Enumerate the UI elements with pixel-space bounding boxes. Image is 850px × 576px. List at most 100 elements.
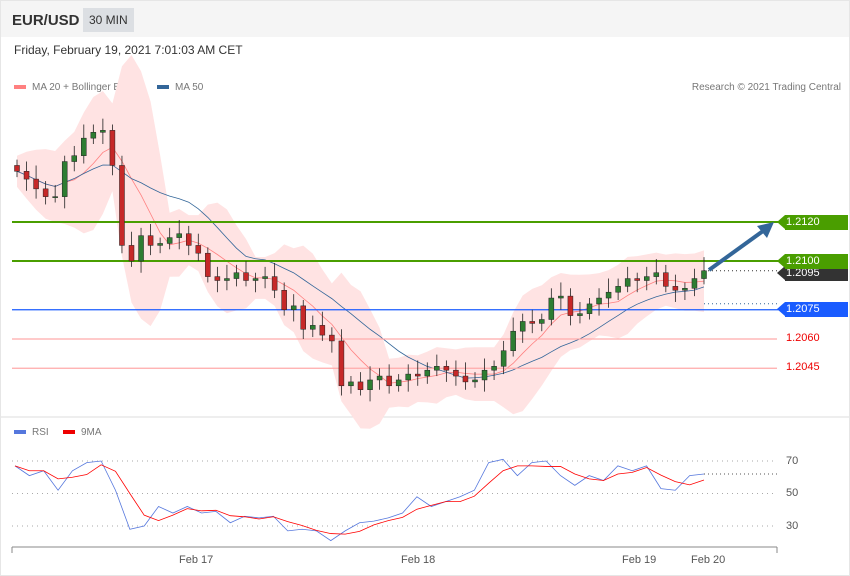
candle — [147, 235, 154, 246]
candle — [548, 297, 555, 320]
candle — [166, 237, 173, 244]
candle — [434, 366, 440, 371]
candle — [205, 252, 211, 277]
candle — [701, 270, 707, 279]
level-label-1.2100: 1.2100 — [777, 253, 848, 269]
x-tick: Feb 18 — [401, 554, 436, 566]
candle — [453, 369, 459, 377]
candle — [243, 272, 249, 281]
candle — [348, 381, 354, 387]
candle — [462, 375, 469, 383]
candle — [644, 276, 650, 281]
symbol-title: EUR/USD — [12, 12, 80, 29]
legend-rsi-ma: 9MA — [63, 427, 102, 438]
candle — [395, 379, 402, 387]
candle — [491, 366, 497, 371]
candle — [195, 245, 202, 254]
candle — [310, 325, 316, 330]
candle — [605, 291, 612, 299]
candle — [443, 366, 450, 371]
candle — [214, 276, 221, 281]
rsi-line — [14, 458, 705, 542]
forecast-arrow-head — [757, 222, 774, 238]
legend-ma20-label: MA 20 + Bollinger Bands — [32, 82, 142, 93]
candle — [415, 373, 421, 377]
candle — [691, 278, 698, 289]
candle — [233, 272, 240, 279]
legend-rsi-label: RSI — [32, 427, 49, 438]
copyright: Research © 2021 Trading Central — [691, 82, 841, 93]
level-label-1.2095: 1.2095 — [777, 266, 848, 282]
candle — [386, 375, 392, 387]
candle — [405, 373, 411, 381]
candle — [119, 165, 125, 246]
candle — [52, 196, 58, 198]
candle — [663, 272, 669, 287]
candle — [624, 278, 631, 287]
candle — [71, 155, 77, 162]
candle — [81, 137, 87, 156]
candle — [367, 379, 373, 390]
candle — [357, 381, 364, 390]
candle — [186, 233, 192, 246]
candle — [138, 235, 144, 262]
candle — [539, 319, 545, 324]
forecast-arrow — [707, 229, 765, 272]
x-tick: Feb 17 — [179, 554, 214, 566]
candle — [653, 272, 660, 277]
rsi-ma-line — [14, 464, 705, 535]
rsi-tick-30: 30 — [786, 520, 799, 532]
candle — [376, 375, 383, 381]
legend-rsi-ma-label: 9MA — [81, 427, 102, 438]
candle — [510, 330, 516, 351]
level-label-1.2045: 1.2045 — [786, 361, 820, 374]
candle — [61, 161, 68, 197]
candle — [176, 233, 182, 238]
candle — [472, 379, 478, 383]
bollinger-band — [17, 55, 704, 429]
candle — [128, 245, 135, 262]
candle — [615, 286, 621, 293]
candle — [529, 321, 535, 324]
legend-rsi: RSI — [14, 427, 49, 438]
candle — [558, 295, 564, 299]
candle — [300, 305, 306, 330]
candle — [672, 286, 679, 291]
candle — [519, 321, 526, 332]
candle — [271, 276, 278, 291]
candle — [596, 297, 602, 305]
legend-ma50: MA 50 — [157, 82, 203, 93]
candle — [577, 313, 583, 316]
legend-ma50-label: MA 50 — [175, 82, 204, 93]
candle — [290, 305, 297, 311]
candle — [481, 369, 488, 381]
header: EUR/USD 30 MIN — [1, 1, 849, 37]
ma50-line — [16, 164, 705, 379]
candle — [100, 130, 106, 133]
candle — [567, 295, 574, 316]
candle — [14, 165, 20, 172]
level-label-1.2075: 1.2075 — [777, 302, 848, 318]
candle — [424, 369, 431, 377]
level-label-1.2060: 1.2060 — [786, 332, 820, 344]
candle — [319, 325, 326, 336]
candle — [224, 278, 230, 281]
candle — [252, 278, 259, 281]
rsi-tick-50: 50 — [786, 487, 799, 499]
candle — [109, 130, 116, 166]
candle — [682, 288, 688, 291]
candle — [42, 188, 49, 197]
candle — [262, 276, 268, 279]
x-tick: Feb 20 — [691, 554, 726, 566]
candle — [338, 340, 345, 387]
candle — [500, 350, 507, 367]
rsi-tick-70: 70 — [786, 455, 799, 467]
timeframe-button[interactable]: 30 MIN — [83, 8, 134, 32]
level-label-1.2120: 1.2120 — [777, 214, 848, 230]
candle — [90, 132, 97, 139]
candle — [634, 278, 640, 281]
x-tick: Feb 19 — [622, 554, 657, 566]
candle — [329, 334, 335, 342]
